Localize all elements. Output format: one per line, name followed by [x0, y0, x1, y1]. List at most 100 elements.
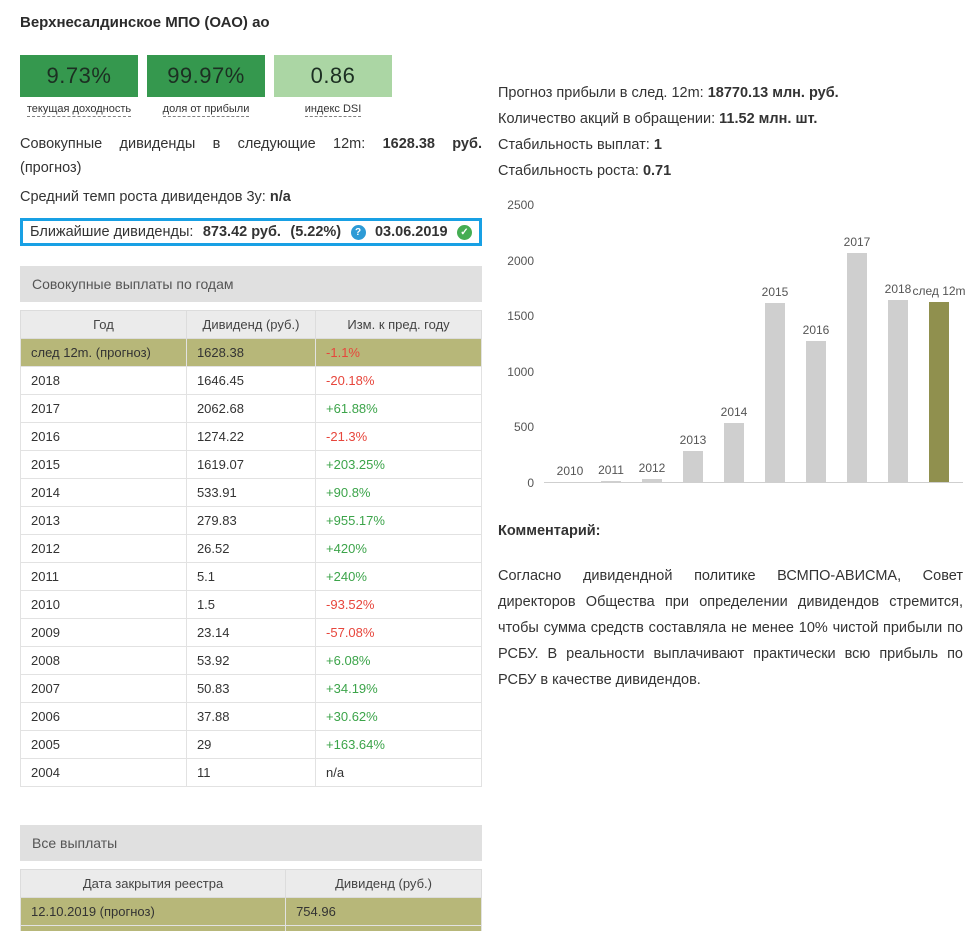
- year-cell: 2009: [20, 618, 187, 648]
- current-yield-term[interactable]: текущая доходность: [26, 103, 132, 117]
- dividend-cell: 11: [185, 758, 317, 788]
- yearly-table-row: 2004 11 n/a: [20, 758, 482, 788]
- bar-category-label: 2017: [843, 235, 871, 250]
- change-cell: +90.8%: [315, 478, 482, 508]
- bar: [601, 481, 621, 482]
- bar-category-label: 2011: [598, 463, 624, 478]
- y-axis-tick: 500: [513, 420, 534, 435]
- yearly-table-row: 2011 5.1 +240%: [20, 562, 482, 592]
- change-cell: +955.17%: [315, 506, 482, 536]
- bar-group: 2010: [557, 205, 583, 482]
- comment-title: Комментарий:: [498, 523, 601, 539]
- dividend-cell: 5.1: [185, 562, 317, 592]
- change-cell: -1.1%: [315, 338, 482, 368]
- yearly-table-row: след 12m. (прогноз) 1628.38 -1.1%: [20, 338, 482, 368]
- yearly-table-header-row: Год Дивиденд (руб.) Изм. к пред. году: [20, 310, 482, 340]
- payout-stability-label: Стабильность выплат:: [498, 137, 650, 153]
- yearly-table-body: след 12m. (прогноз) 1628.38 -1.1% 2018 1646.…: [20, 338, 482, 788]
- y-axis-tick: 0: [527, 476, 534, 490]
- yearly-table-row: 2006 37.88 +30.62%: [20, 702, 482, 732]
- bar-category-label: 2013: [679, 433, 707, 447]
- dividend-cell: 1274.22: [185, 422, 317, 452]
- dividend-cell: 50.83: [185, 674, 317, 704]
- col-header-dividend: Дивиденд (руб.): [185, 310, 317, 340]
- next-dividend-box: Ближайшие дивиденды: 873.42 руб. (5.22%)…: [20, 218, 482, 247]
- payout-stability-value: 1: [653, 137, 662, 153]
- change-cell: +420%: [315, 534, 482, 564]
- change-cell: +30.62%: [315, 702, 482, 732]
- stat-dsi-index: 0.86 индекс DSI: [274, 55, 392, 117]
- comment-text: Согласно дивидендной политике ВСМПО-АВИС…: [498, 568, 963, 689]
- col-header-year: Год: [20, 310, 187, 340]
- year-cell: 2017: [20, 394, 187, 424]
- profit-forecast-value: 18770.13 млн. руб.: [707, 85, 839, 101]
- dividend-cell: 1628.38: [185, 338, 317, 368]
- y-axis-tick: 2500: [507, 198, 534, 212]
- change-cell: +6.08%: [315, 646, 482, 676]
- year-cell: 2005: [20, 730, 187, 760]
- year-cell: 2004: [20, 758, 187, 788]
- bar-group: след 12m: [912, 205, 966, 482]
- dsi-index-term[interactable]: индекс DSI: [304, 103, 362, 117]
- shares-outstanding-value: 11.52 млн. шт.: [719, 111, 818, 127]
- dividend-cell: 29: [185, 730, 317, 760]
- shares-outstanding-line: Количество акций в обращении: 11.52 млн.…: [498, 111, 963, 127]
- bar: [683, 451, 703, 482]
- change-cell: -93.52%: [315, 590, 482, 620]
- yearly-table-row: 2017 2062.68 +61.88%: [20, 394, 482, 424]
- total-dividends-label: Совокупные дивиденды в следующие 12m:: [20, 136, 366, 152]
- bar-group: 2012: [639, 205, 665, 482]
- bar-group: 2018: [885, 205, 911, 482]
- change-cell: +34.19%: [315, 674, 482, 704]
- stat-payout-share: 99.97% доля от прибыли: [147, 55, 265, 117]
- all-payments-table: Дата закрытия реестра Дивиденд (руб.) 12…: [19, 869, 482, 931]
- dsi-index-label: индекс DSI: [274, 103, 392, 117]
- payout-stability-line: Стабильность выплат: 1: [498, 137, 963, 153]
- year-cell: 2008: [20, 646, 187, 676]
- y-axis-tick: 2000: [507, 253, 534, 268]
- yearly-table-row: 2009 23.14 -57.08%: [20, 618, 482, 648]
- year-cell: 2006: [20, 702, 187, 732]
- yearly-table-row: 2018 1646.45 -20.18%: [20, 366, 482, 396]
- bar-group: 2015: [762, 205, 788, 482]
- bar-group: 2017: [844, 205, 870, 482]
- current-yield-value: 9.73%: [20, 55, 138, 97]
- year-cell: 2010: [20, 590, 187, 620]
- dividend-cell: 1.5: [185, 590, 317, 620]
- bar-group: 2013: [680, 205, 706, 482]
- yearly-table-row: 2013 279.83 +955.17%: [20, 506, 482, 536]
- growth-rate-label: Средний темп роста дивидендов 3y:: [20, 188, 266, 205]
- stat-boxes: 9.73% текущая доходность 99.97% доля от …: [20, 55, 482, 117]
- change-cell: +203.25%: [315, 450, 482, 480]
- payments-section-title: Все выплаты: [20, 825, 482, 862]
- bar-category-label: 2015: [761, 284, 789, 299]
- bar: [929, 301, 949, 482]
- year-cell: 2018: [20, 366, 187, 396]
- bar-category-label: 2010: [556, 463, 584, 478]
- bar: [806, 340, 826, 482]
- dividend-cell: 754.96: [285, 897, 482, 927]
- payout-share-value: 99.97%: [147, 55, 265, 97]
- bar: [847, 253, 867, 482]
- shares-outstanding-label: Количество акций в обращении:: [498, 111, 716, 127]
- profit-forecast-label: Прогноз прибыли в след. 12m:: [498, 85, 704, 101]
- change-cell: -21.3%: [315, 422, 482, 452]
- bar-group: 2011: [598, 205, 624, 482]
- record-date-cell: 03.06.2019 ✓: [19, 925, 287, 931]
- next-dividend-yield: (5.22%): [290, 224, 342, 241]
- stat-current-yield: 9.73% текущая доходность: [20, 55, 138, 117]
- dividend-cell: 873.42 ?: [285, 925, 482, 931]
- payout-share-term[interactable]: доля от прибыли: [162, 103, 250, 117]
- question-icon[interactable]: ?: [350, 224, 366, 240]
- dsi-index-value: 0.86: [274, 55, 392, 97]
- chart-plot: 2010 2011 2012 2013 2014 2015 2016 2017 2018 след…: [544, 205, 966, 483]
- year-cell: 2015: [20, 450, 187, 480]
- record-date-cell: 12.10.2019 (прогноз): [19, 897, 287, 927]
- growth-stability-value: 0.71: [642, 163, 672, 179]
- dividend-cell: 1619.07: [185, 450, 317, 480]
- yearly-table-row: 2015 1619.07 +203.25%: [20, 450, 482, 480]
- dividend-cell: 1646.45: [185, 366, 317, 396]
- dividend-cell: 2062.68: [185, 394, 317, 424]
- bar-group: 2016: [803, 205, 829, 482]
- change-cell: -57.08%: [315, 618, 482, 648]
